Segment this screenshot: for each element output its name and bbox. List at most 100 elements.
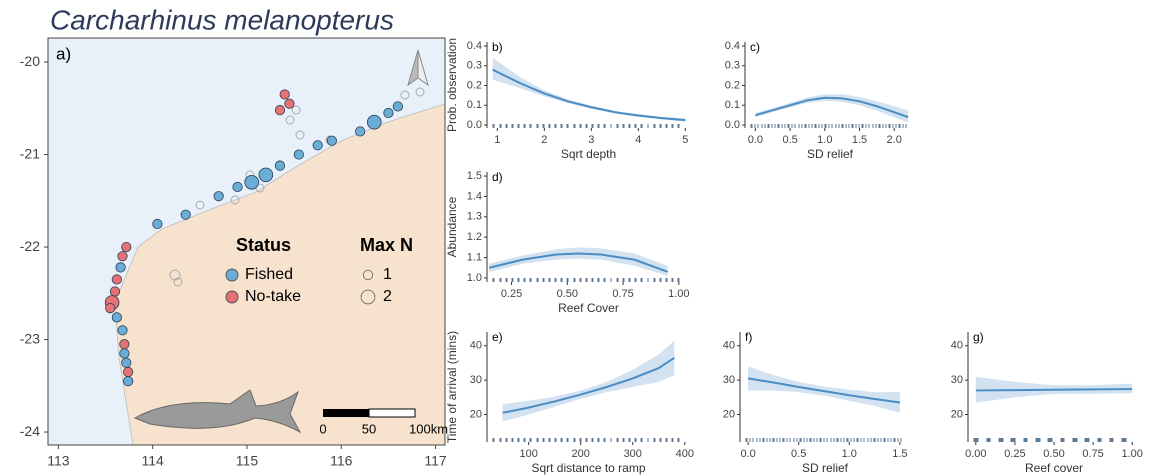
x-tick-label: 116 xyxy=(330,453,353,469)
y-tick-label: 20 xyxy=(723,408,735,420)
x-tick-label: 0.00 xyxy=(965,448,986,460)
x-tick-label: 114 xyxy=(142,453,165,469)
site-point xyxy=(213,191,224,202)
map-title: Carcharhinus melanopterus xyxy=(50,4,394,35)
y-tick-label: 40 xyxy=(723,340,735,352)
x-tick-label: 0.0 xyxy=(740,448,755,460)
fit-line xyxy=(747,377,901,404)
site-point xyxy=(383,107,394,119)
panel-label: b) xyxy=(492,40,503,54)
confidence-band xyxy=(502,340,675,422)
fit-line xyxy=(488,252,669,273)
x-tick-label: 0.50 xyxy=(1043,448,1064,460)
x-tick-label: 100 xyxy=(519,448,537,460)
site-point xyxy=(274,105,286,116)
y-tick-label: 0.0 xyxy=(725,119,740,131)
x-tick-label: 1.0 xyxy=(842,448,857,460)
confidence-band xyxy=(492,57,686,122)
panel-label: c) xyxy=(750,40,760,54)
y-tick-label: 20 xyxy=(951,408,963,420)
x-tick-label: 0.50 xyxy=(557,288,578,300)
y-tick-label: 40 xyxy=(951,340,963,352)
y-axis-label: Prob. observation xyxy=(445,38,459,132)
scale-label: 50 xyxy=(362,421,376,436)
x-tick-label: 1.00 xyxy=(668,288,689,300)
x-tick-label: 0.25 xyxy=(1004,448,1025,460)
x-axis-label: Reef Cover xyxy=(558,301,619,315)
y-tick-label: 1.4 xyxy=(467,190,482,202)
y-tick-label: 0.2 xyxy=(725,79,740,91)
site-point xyxy=(152,218,163,230)
legend-label: 1 xyxy=(383,266,392,283)
y-tick-label: 40 xyxy=(470,340,482,352)
x-tick-label: 1 xyxy=(494,134,500,146)
x-tick-label: 0.75 xyxy=(1082,448,1103,460)
x-axis-label: Sqrt distance to ramp xyxy=(531,461,645,475)
site-point xyxy=(244,175,259,190)
site-point xyxy=(279,89,290,100)
y-tick-label: 1.2 xyxy=(467,231,482,243)
legend-swatch xyxy=(225,268,239,282)
x-tick-label: 115 xyxy=(236,453,259,469)
site-point xyxy=(119,339,130,350)
x-axis-label: Sqrt depth xyxy=(561,147,616,161)
x-tick-label: 1.5 xyxy=(852,134,867,146)
x-tick-label: 2.0 xyxy=(887,134,902,146)
y-tick-label: 1.0 xyxy=(467,272,482,284)
panel-label: f) xyxy=(745,330,752,344)
x-tick-label: 5 xyxy=(682,134,688,146)
site-point xyxy=(111,312,122,323)
legend-label: 2 xyxy=(383,288,392,305)
x-tick-label: 1.0 xyxy=(817,134,832,146)
site-point xyxy=(392,101,403,112)
legend-title: Status xyxy=(236,235,291,255)
y-axis-label: Abundance xyxy=(445,196,459,257)
site-point xyxy=(121,241,132,253)
y-tick-label: 0.0 xyxy=(467,119,482,131)
x-tick-label: 2 xyxy=(541,134,547,146)
site-point xyxy=(258,167,274,183)
site-point xyxy=(284,98,295,109)
x-axis-label: SD relief xyxy=(807,147,854,161)
x-tick-label: 300 xyxy=(624,448,642,460)
site-point xyxy=(111,274,122,285)
site-point xyxy=(121,357,132,368)
site-point xyxy=(293,149,304,160)
x-tick-label: 0.5 xyxy=(782,134,797,146)
x-axis-label: Reef cover xyxy=(1025,461,1083,475)
x-tick-label: 200 xyxy=(572,448,590,460)
scale-bar xyxy=(323,408,416,418)
x-tick-label: 0.0 xyxy=(748,134,763,146)
panel-label: d) xyxy=(492,170,503,184)
shark xyxy=(133,389,302,434)
y-tick-label: 0.2 xyxy=(467,79,482,91)
site-point xyxy=(232,181,243,193)
panel-label: e) xyxy=(492,330,503,344)
x-tick-label: 1.00 xyxy=(1121,448,1142,460)
fit-line xyxy=(492,68,686,122)
x-tick-label: 400 xyxy=(676,448,694,460)
site-point xyxy=(274,160,286,171)
scale-label: 0 xyxy=(319,421,326,436)
legend-size xyxy=(362,269,374,281)
x-axis-label: SD relief xyxy=(802,461,849,475)
x-tick-label: 117 xyxy=(424,453,447,469)
panel-label: g) xyxy=(973,330,984,344)
fit-line xyxy=(755,96,909,119)
x-tick-label: 0.5 xyxy=(791,448,806,460)
confidence-band xyxy=(489,247,668,276)
y-tick-label: 0.4 xyxy=(467,40,482,52)
legend-swatch xyxy=(225,290,239,304)
confidence-band xyxy=(748,366,900,413)
fit-line xyxy=(975,388,1133,392)
y-tick-label: 0.3 xyxy=(467,60,482,72)
x-tick-label: 3 xyxy=(588,134,594,146)
x-tick-label: 1.5 xyxy=(892,448,907,460)
y-tick-label: 1.5 xyxy=(467,170,482,182)
fit-line xyxy=(502,356,675,414)
y-tick-label: -21 xyxy=(20,145,40,161)
legend-title: Max N xyxy=(360,235,413,255)
site-point xyxy=(123,366,134,378)
y-tick-label: 0.1 xyxy=(467,99,482,111)
y-tick-label: 0.4 xyxy=(725,40,740,52)
